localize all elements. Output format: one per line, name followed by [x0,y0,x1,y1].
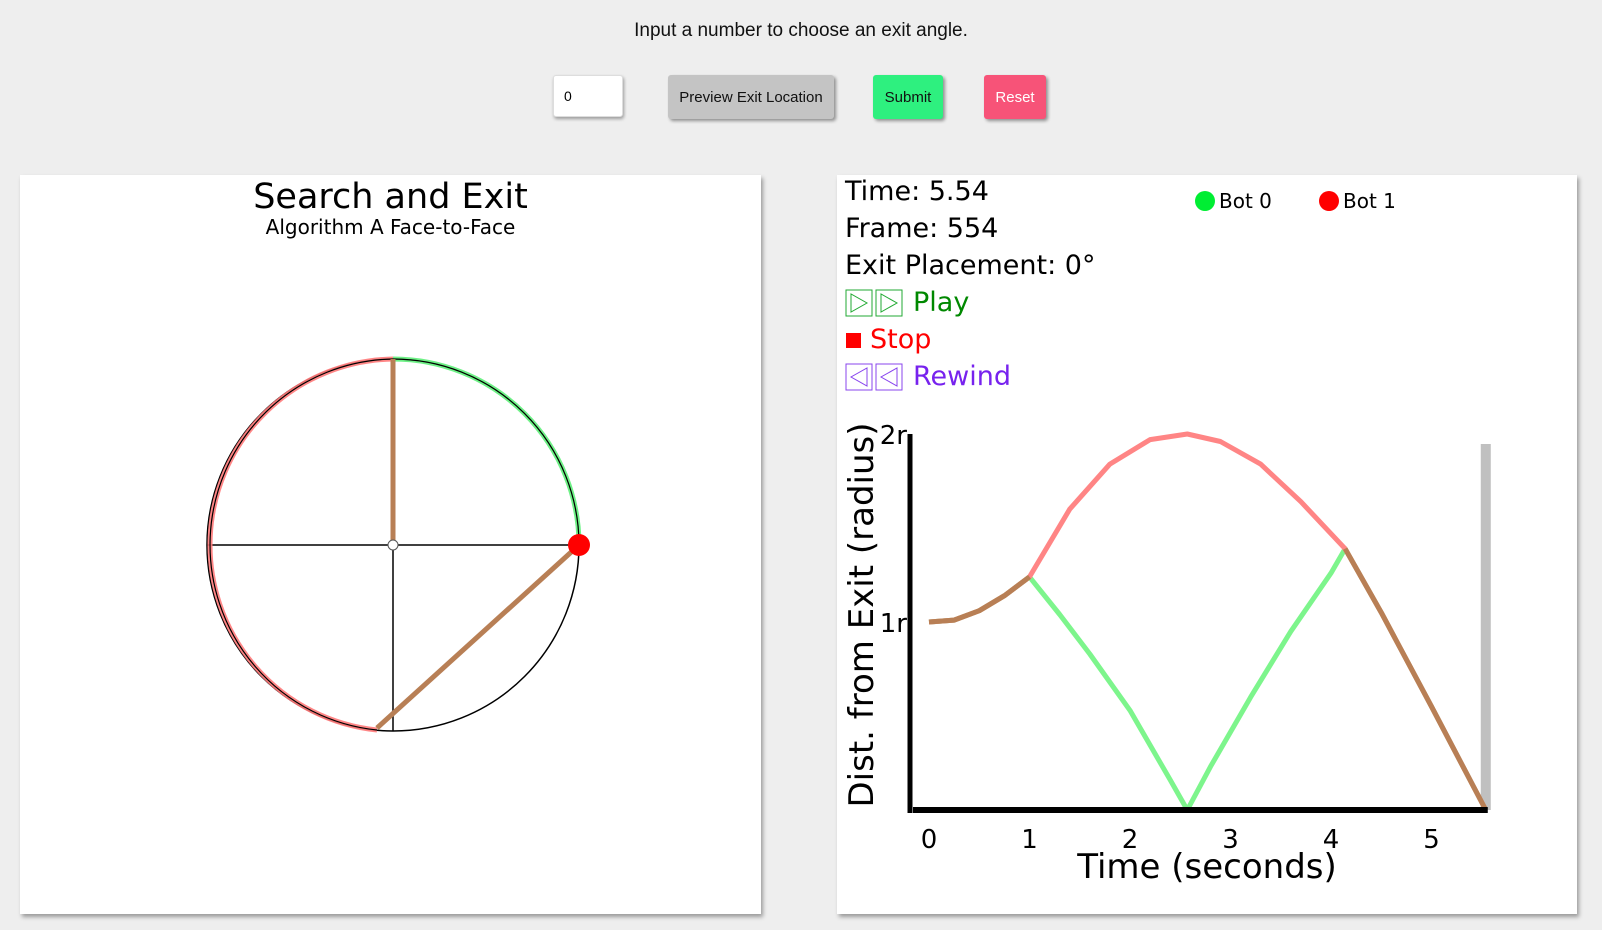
legend-bot0: Bot 0 [1195,189,1272,213]
control-bar: Preview Exit Location Submit Reset [0,75,1602,121]
rewind-control[interactable]: Rewind [845,360,1011,394]
rewind-icon [845,363,903,391]
x-tick-label: 2 [1122,825,1139,855]
bot0-legend-dot [1195,191,1215,211]
play-icon [845,289,903,317]
chart-panel: Time: 5.54 Frame: 554 Exit Placement: 0°… [837,175,1577,914]
x-tick-label: 0 [921,825,938,855]
center-point [387,539,399,551]
simulation-subtitle: Algorithm A Face-to-Face [265,215,516,239]
x-tick-label: 4 [1323,825,1340,855]
play-control[interactable]: Play [845,286,969,320]
simulation-panel: Search and Exit Algorithm A Face-to-Face [20,175,761,914]
simulation-title: Search and Exit [253,177,528,217]
stop-control[interactable]: Stop [845,323,931,357]
bot0-explored-arc [392,356,582,546]
chord-path [375,543,581,730]
bot1-legend-label: Bot 1 [1343,189,1396,213]
series-line-bot1 [928,431,1489,812]
shared-segment-start [928,574,1031,625]
x-axis-label: Time (seconds) [1076,847,1337,887]
y-tick-label: 2r [880,421,908,451]
frame-readout: Frame: 554 [845,213,999,244]
simulation-canvas [206,356,590,733]
bot0-legend-label: Bot 0 [1219,189,1272,213]
bot0-arc-outline [392,358,580,546]
bot1-legend-dot [1319,191,1339,211]
preview-exit-button[interactable]: Preview Exit Location [668,75,834,119]
x-tick-label: 3 [1222,825,1239,855]
bot1-arc-outline [209,358,394,731]
exit-placement-readout: Exit Placement: 0° [845,250,1096,281]
legend-bot1: Bot 1 [1319,189,1396,213]
instruction-text: Input a number to choose an exit angle. [634,20,968,41]
bot1-marker [568,534,590,556]
submit-button[interactable]: Submit [873,75,943,119]
distance-chart: 0 1 2 3 4 5 1r 2r Time (seconds) Dist. from Exit … [842,421,1491,887]
stop-label: Stop [870,324,932,355]
y-axis-label: Dist. from Exit (radius) [842,422,882,807]
rewind-label: Rewind [913,361,1011,392]
y-tick-label: 1r [880,609,908,639]
stop-icon [846,333,861,348]
reset-button[interactable]: Reset [984,75,1046,119]
time-readout: Time: 5.54 [845,176,989,207]
angle-input[interactable] [553,75,623,117]
play-label: Play [913,287,970,318]
x-tick-label: 1 [1021,825,1038,855]
x-tick-label: 5 [1423,825,1440,855]
shared-segment-end [1342,547,1489,812]
